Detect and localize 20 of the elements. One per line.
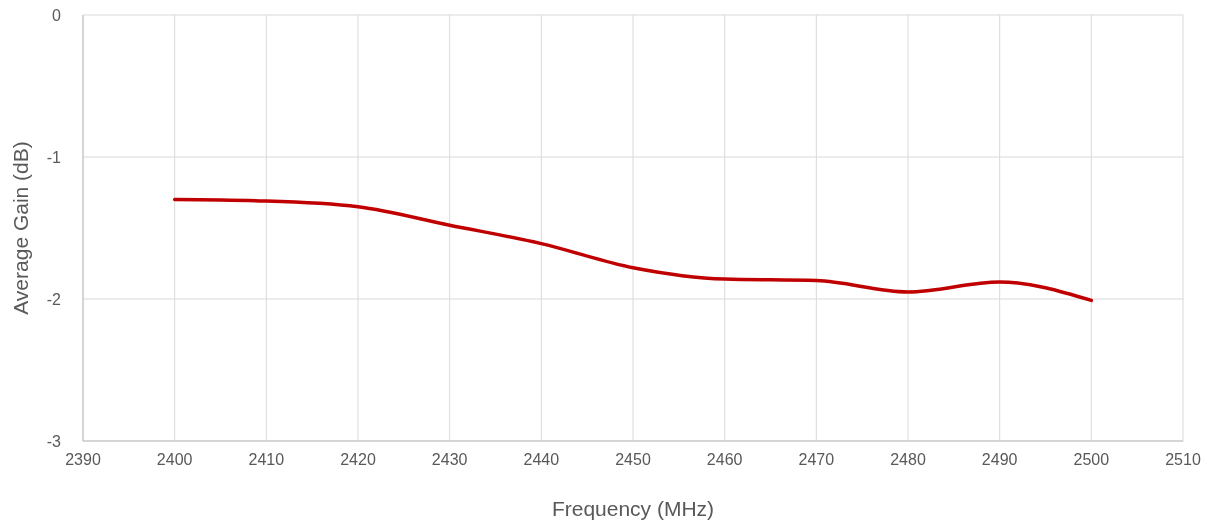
x-tick-label: 2510	[1165, 451, 1201, 468]
x-tick-label: 2440	[523, 451, 560, 468]
x-tick-label: 2490	[981, 451, 1018, 468]
x-tick-label: 2420	[340, 451, 376, 468]
y-axis-title: Average Gain (dB)	[9, 141, 32, 315]
x-tick-label: 2410	[248, 451, 285, 468]
x-tick-label: 2400	[156, 451, 193, 468]
x-tick-label: 2480	[890, 451, 926, 468]
x-tick-label: 2500	[1073, 451, 1110, 468]
x-tick-label: 2470	[798, 451, 835, 468]
y-tick-label: -2	[46, 291, 62, 308]
y-tick-label: -1	[46, 149, 62, 166]
line-series	[172, 197, 1094, 303]
x-tick-label: 2450	[615, 451, 651, 468]
y-tick-label: 0	[52, 7, 62, 24]
x-tick-label: 2430	[431, 451, 468, 468]
x-tick-label: 2460	[706, 451, 743, 468]
x-axis-title: Frequency (MHz)	[551, 497, 715, 520]
x-tick-label: 2390	[65, 451, 101, 468]
y-tick-label: -3	[46, 433, 62, 450]
